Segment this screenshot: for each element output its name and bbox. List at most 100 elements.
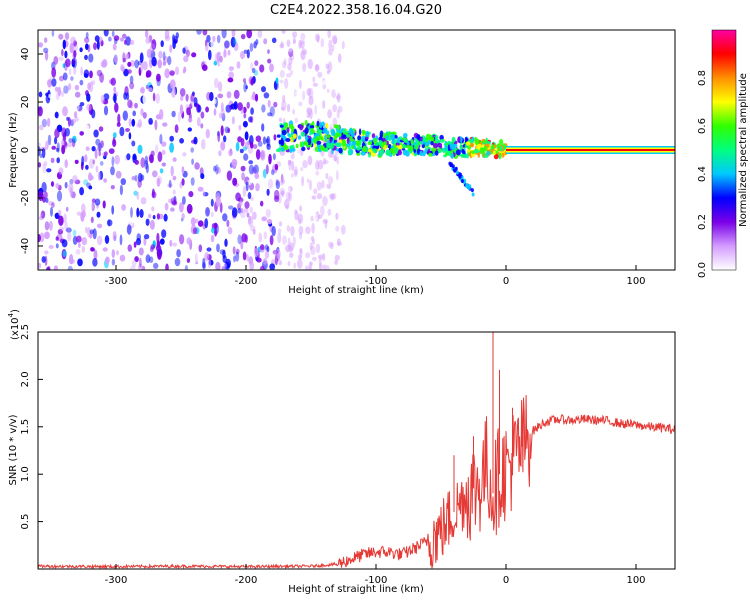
heatmap-cell bbox=[58, 215, 64, 226]
heatmap-cell bbox=[279, 124, 284, 128]
heatmap-cell bbox=[120, 65, 125, 72]
heatmap-cell bbox=[96, 235, 103, 246]
heatmap-cell bbox=[57, 228, 64, 235]
heatmap-cell bbox=[322, 195, 328, 207]
heatmap-cell bbox=[228, 205, 234, 210]
heatmap-cell bbox=[108, 148, 115, 155]
heatmap-cell bbox=[56, 190, 63, 202]
heatmap-cell bbox=[50, 206, 53, 217]
heatmap-cell bbox=[243, 49, 248, 54]
heatmap-cell bbox=[226, 91, 232, 99]
heatmap-cell bbox=[119, 37, 125, 42]
heatmap-cell bbox=[449, 163, 453, 168]
heatmap-cell bbox=[329, 194, 335, 201]
heatmap-cell bbox=[184, 264, 189, 270]
heatmap-cell bbox=[176, 249, 181, 258]
heatmap-cell bbox=[424, 141, 430, 147]
heatmap-cell bbox=[325, 122, 329, 129]
heatmap-cell bbox=[81, 155, 85, 166]
heatmap-cell bbox=[131, 118, 136, 127]
heatmap-cell bbox=[307, 112, 311, 118]
heatmap-cell bbox=[96, 211, 101, 218]
heatmap-cell bbox=[315, 243, 321, 254]
heatmap-cell bbox=[385, 149, 391, 156]
heatmap-cell bbox=[337, 53, 342, 64]
heatmap-cell bbox=[316, 193, 323, 200]
heatmap-cell bbox=[307, 155, 313, 166]
heatmap-cell bbox=[288, 57, 293, 65]
heatmap-cell bbox=[47, 265, 51, 270]
heatmap-cell bbox=[273, 134, 277, 141]
heatmap-cell bbox=[274, 189, 280, 200]
heatmap-cell bbox=[190, 217, 196, 226]
heatmap-cell bbox=[268, 153, 272, 165]
heatmap-cell bbox=[190, 177, 195, 186]
heatmap-cell bbox=[304, 49, 308, 55]
heatmap-cell bbox=[430, 141, 434, 146]
heatmap-cell bbox=[316, 140, 322, 145]
heatmap-cell bbox=[221, 151, 227, 162]
heatmap-cell bbox=[355, 140, 360, 147]
heatmap-cell bbox=[159, 133, 163, 145]
heatmap-cell bbox=[465, 141, 471, 146]
heatmap-cell bbox=[338, 133, 342, 137]
heatmap-cell bbox=[74, 91, 81, 98]
heatmap-cell bbox=[210, 211, 214, 218]
heatmap-cell bbox=[91, 146, 96, 152]
heatmap-cell bbox=[242, 251, 247, 261]
heatmap-cell bbox=[212, 35, 216, 43]
heatmap-cell bbox=[96, 40, 100, 50]
colorbar: 0.0 0.2 0.4 0.6 0.8 Normalized spectral ampl… bbox=[697, 29, 749, 278]
heatmap-cell bbox=[119, 126, 125, 137]
heatmap-cell bbox=[213, 108, 217, 116]
heatmap-cell bbox=[289, 252, 294, 258]
heatmap-cell bbox=[114, 154, 120, 165]
heatmap-cell bbox=[57, 86, 62, 97]
heatmap-cell bbox=[224, 238, 228, 247]
heatmap-cell bbox=[294, 117, 298, 124]
heatmap-cell bbox=[262, 258, 268, 265]
heatmap-cell bbox=[307, 58, 313, 70]
heatmap-cell bbox=[419, 150, 423, 157]
colorbar-ticks: 0.0 0.2 0.4 0.6 0.8 bbox=[697, 70, 708, 278]
heatmap-cell bbox=[281, 129, 287, 136]
heatmap-cell bbox=[281, 100, 287, 111]
heatmap-cell bbox=[191, 158, 195, 165]
heatmap-cell bbox=[84, 54, 88, 61]
heatmap-cell bbox=[470, 188, 474, 193]
heatmap-cell bbox=[289, 145, 294, 149]
heatmap-cell bbox=[161, 162, 166, 167]
heatmap-cell bbox=[281, 178, 285, 185]
heatmap-cell bbox=[61, 239, 68, 248]
heatmap-cell bbox=[62, 106, 68, 117]
heatmap-cell bbox=[51, 202, 55, 208]
heatmap-cell bbox=[146, 48, 152, 59]
heatmap-cell bbox=[331, 44, 335, 52]
heatmap-cell bbox=[291, 148, 296, 152]
heatmap-cell bbox=[137, 144, 143, 154]
heatmap-cell bbox=[264, 244, 269, 251]
heatmap-cell bbox=[140, 197, 147, 205]
colorbar-label: Normalized spectral amplitude bbox=[738, 73, 749, 227]
heatmap-cell bbox=[200, 123, 204, 129]
heatmap-cell bbox=[300, 32, 306, 41]
heatmap-cell bbox=[145, 163, 149, 174]
heatmap-cell bbox=[403, 138, 407, 143]
heatmap-cell bbox=[134, 256, 139, 263]
heatmap-cell bbox=[209, 91, 214, 102]
heatmap-cell bbox=[285, 191, 291, 201]
heatmap-cell bbox=[144, 160, 149, 170]
snr-y-tick-label: 2.0 bbox=[20, 371, 31, 387]
heatmap-cell bbox=[290, 153, 295, 160]
heatmap-cell bbox=[121, 204, 126, 211]
heatmap-cell bbox=[83, 73, 89, 78]
heatmap-cell bbox=[125, 53, 129, 60]
heatmap-cell bbox=[39, 232, 45, 243]
heatmap-cell bbox=[181, 178, 185, 186]
heatmap-x-label: Height of straight line (km) bbox=[288, 285, 424, 296]
heatmap-cell bbox=[180, 95, 184, 102]
heatmap-cell bbox=[271, 169, 275, 176]
heatmap-cell bbox=[213, 165, 217, 172]
heatmap-cell bbox=[335, 170, 339, 181]
